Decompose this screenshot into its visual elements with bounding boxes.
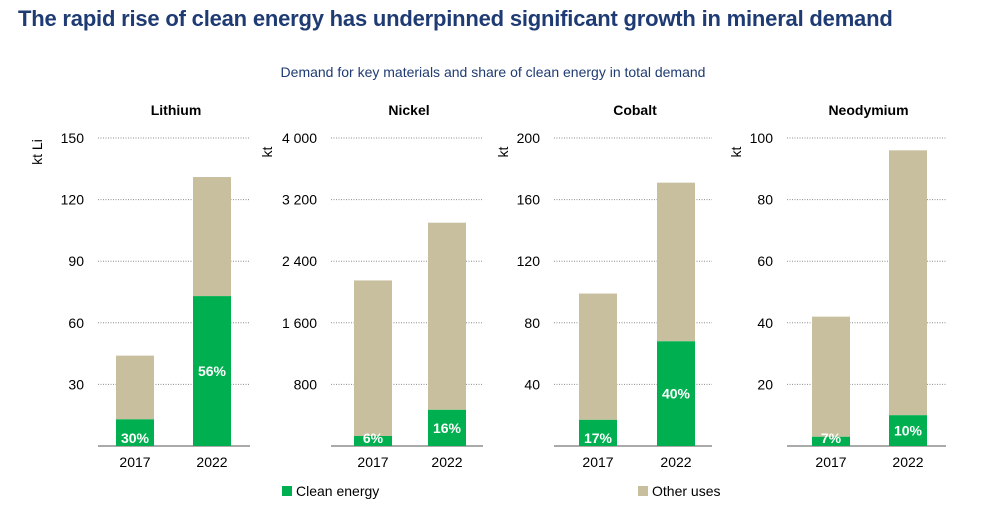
- cobalt-y-tick-label: 120: [517, 253, 541, 269]
- nickel-y-tick-label: 4 000: [282, 130, 317, 146]
- cobalt-chart-title: Cobalt: [613, 102, 657, 118]
- neodymium-x-tick-label: 2022: [892, 454, 923, 470]
- nickel-share-label-2022: 16%: [433, 420, 462, 436]
- lithium-y-tick-label: 150: [61, 130, 85, 146]
- neodymium-y-tick-label: 60: [757, 253, 773, 269]
- cobalt-share-label-2022: 40%: [662, 386, 691, 402]
- lithium-y-tick-label: 30: [68, 376, 84, 392]
- cobalt-x-tick-label: 2022: [660, 454, 691, 470]
- legend-other-label: Other uses: [652, 483, 721, 499]
- cobalt-share-label-2017: 17%: [584, 430, 613, 446]
- neodymium-bar-clean-2017: [812, 436, 850, 446]
- cobalt-y-tick-label: 160: [517, 192, 541, 208]
- cobalt-y-tick-label: 80: [524, 315, 540, 331]
- lithium-chart-title: Lithium: [151, 102, 202, 118]
- legend-other-swatch: [638, 486, 648, 496]
- lithium-x-tick-label: 2022: [196, 454, 227, 470]
- neodymium-x-tick-label: 2017: [815, 454, 846, 470]
- lithium-bar-other-2022: [193, 177, 231, 297]
- cobalt-x-tick-label: 2017: [582, 454, 613, 470]
- nickel-bar-clean-2017: [354, 435, 392, 446]
- nickel-y-tick-label: 800: [294, 376, 318, 392]
- nickel-chart-title: Nickel: [388, 102, 429, 118]
- nickel-y-tick-label: 2 400: [282, 253, 317, 269]
- nickel-x-tick-label: 2017: [357, 454, 388, 470]
- chart-subtitle: Demand for key materials and share of cl…: [280, 64, 706, 80]
- nickel-bar-clean-2022: [428, 409, 466, 446]
- nickel-y-axis-label: kt: [259, 146, 275, 157]
- nickel-x-tick-label: 2022: [431, 454, 462, 470]
- cobalt-y-tick-label: 40: [524, 376, 540, 392]
- neodymium-bar-other-2022: [889, 150, 927, 416]
- neodymium-y-tick-label: 40: [757, 315, 773, 331]
- lithium-x-tick-label: 2017: [119, 454, 150, 470]
- nickel-bar-other-2022: [428, 222, 466, 410]
- neodymium-chart-title: Neodymium: [828, 102, 908, 118]
- nickel-bar-other-2017: [354, 280, 392, 436]
- neodymium-y-tick-label: 20: [757, 376, 773, 392]
- lithium-y-tick-label: 60: [68, 315, 84, 331]
- cobalt-y-axis-label: kt: [495, 146, 511, 157]
- lithium-bar-other-2017: [116, 355, 154, 420]
- lithium-bar-clean-2017: [116, 419, 154, 446]
- legend-clean-energy: Clean energy: [282, 483, 379, 499]
- lithium-y-tick-label: 90: [68, 253, 84, 269]
- cobalt-bar-clean-2022: [657, 341, 695, 446]
- page-title: The rapid rise of clean energy has under…: [18, 6, 893, 31]
- lithium-bar-clean-2022: [193, 296, 231, 446]
- nickel-share-label-2017: 6%: [363, 430, 384, 446]
- cobalt-bar-other-2017: [579, 293, 617, 420]
- neodymium-y-axis-label: kt: [728, 146, 744, 157]
- neodymium-y-tick-label: 80: [757, 192, 773, 208]
- neodymium-share-label-2017: 7%: [821, 430, 842, 446]
- lithium-share-label-2017: 30%: [121, 430, 150, 446]
- cobalt-y-tick-label: 200: [517, 130, 541, 146]
- cobalt-bar-other-2022: [657, 182, 695, 342]
- nickel-y-tick-label: 3 200: [282, 192, 317, 208]
- legend-clean-swatch: [282, 486, 292, 496]
- neodymium-bar-clean-2022: [889, 415, 927, 446]
- neodymium-y-tick-label: 100: [750, 130, 774, 146]
- neodymium-bar-other-2017: [812, 316, 850, 437]
- legend-other-uses: Other uses: [638, 483, 720, 499]
- lithium-y-tick-label: 120: [61, 192, 85, 208]
- cobalt-bar-clean-2017: [579, 419, 617, 446]
- legend-clean-label: Clean energy: [296, 483, 380, 499]
- nickel-y-tick-label: 1 600: [282, 315, 317, 331]
- neodymium-share-label-2022: 10%: [894, 423, 923, 439]
- lithium-share-label-2022: 56%: [198, 363, 227, 379]
- lithium-y-axis-label: kt Li: [29, 139, 45, 165]
